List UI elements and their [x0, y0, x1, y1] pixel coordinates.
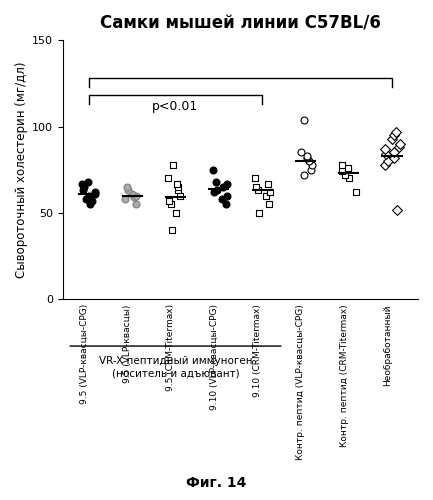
Text: VR-X пептидный иммуноген
(носитель и адъювант): VR-X пептидный иммуноген (носитель и адъ…: [99, 356, 252, 378]
Point: [165, 197, 172, 205]
Point: [381, 160, 388, 168]
Point: [167, 200, 174, 208]
Point: [173, 180, 180, 188]
Point: [132, 192, 139, 200]
Point: [266, 200, 273, 208]
Point: [177, 192, 184, 200]
Point: [396, 140, 403, 148]
Point: [304, 154, 311, 162]
Point: [391, 154, 397, 162]
Point: [223, 200, 229, 208]
Point: [84, 178, 91, 186]
Point: [394, 206, 401, 214]
Point: [174, 183, 181, 191]
Point: [169, 226, 176, 234]
Point: [91, 190, 98, 198]
Point: [219, 183, 226, 191]
Point: [81, 183, 88, 191]
Point: [300, 171, 307, 179]
Point: [345, 164, 352, 172]
Point: [344, 166, 351, 174]
Point: [353, 188, 360, 196]
Point: [252, 174, 259, 182]
Point: [86, 200, 93, 208]
Point: [133, 200, 140, 208]
Point: [218, 195, 225, 203]
Point: [124, 186, 131, 194]
Point: [92, 188, 99, 196]
Point: [80, 186, 87, 194]
Point: [165, 174, 172, 182]
Point: [86, 192, 93, 200]
Point: [211, 188, 218, 196]
Point: [338, 160, 345, 168]
Point: [305, 157, 312, 165]
Point: [131, 194, 138, 202]
Point: [346, 174, 353, 182]
Point: [393, 128, 400, 136]
Point: [391, 131, 397, 139]
Point: [391, 148, 397, 156]
Point: [339, 168, 346, 175]
Point: [300, 116, 307, 124]
Point: [254, 186, 261, 194]
Point: [172, 209, 179, 217]
Point: [124, 183, 131, 191]
Point: [121, 195, 128, 203]
Point: [253, 183, 260, 191]
Point: [89, 197, 96, 205]
Point: [213, 178, 220, 186]
Point: [174, 186, 181, 194]
Point: [223, 192, 230, 200]
Point: [129, 190, 136, 198]
Point: [263, 192, 270, 200]
Y-axis label: Сывороточный холестерин (мг/дл): Сывороточный холестерин (мг/дл): [15, 62, 28, 278]
Point: [210, 166, 216, 174]
Point: [342, 171, 349, 179]
Point: [382, 150, 389, 158]
Point: [396, 144, 403, 152]
Point: [82, 195, 89, 203]
Point: [307, 166, 314, 174]
Point: [265, 180, 272, 188]
Point: [78, 180, 85, 188]
Point: [297, 148, 304, 156]
Title: Самки мышей линии С57BL/6: Самки мышей линии С57BL/6: [100, 15, 381, 33]
Point: [266, 188, 273, 196]
Point: [255, 209, 262, 217]
Text: Фиг. 14: Фиг. 14: [186, 476, 247, 490]
Text: p<0.01: p<0.01: [152, 100, 199, 112]
Point: [213, 186, 220, 194]
Point: [381, 145, 388, 153]
Point: [304, 152, 310, 160]
Point: [389, 134, 396, 142]
Point: [170, 160, 177, 168]
Point: [309, 160, 316, 168]
Point: [384, 157, 391, 165]
Point: [223, 180, 230, 188]
